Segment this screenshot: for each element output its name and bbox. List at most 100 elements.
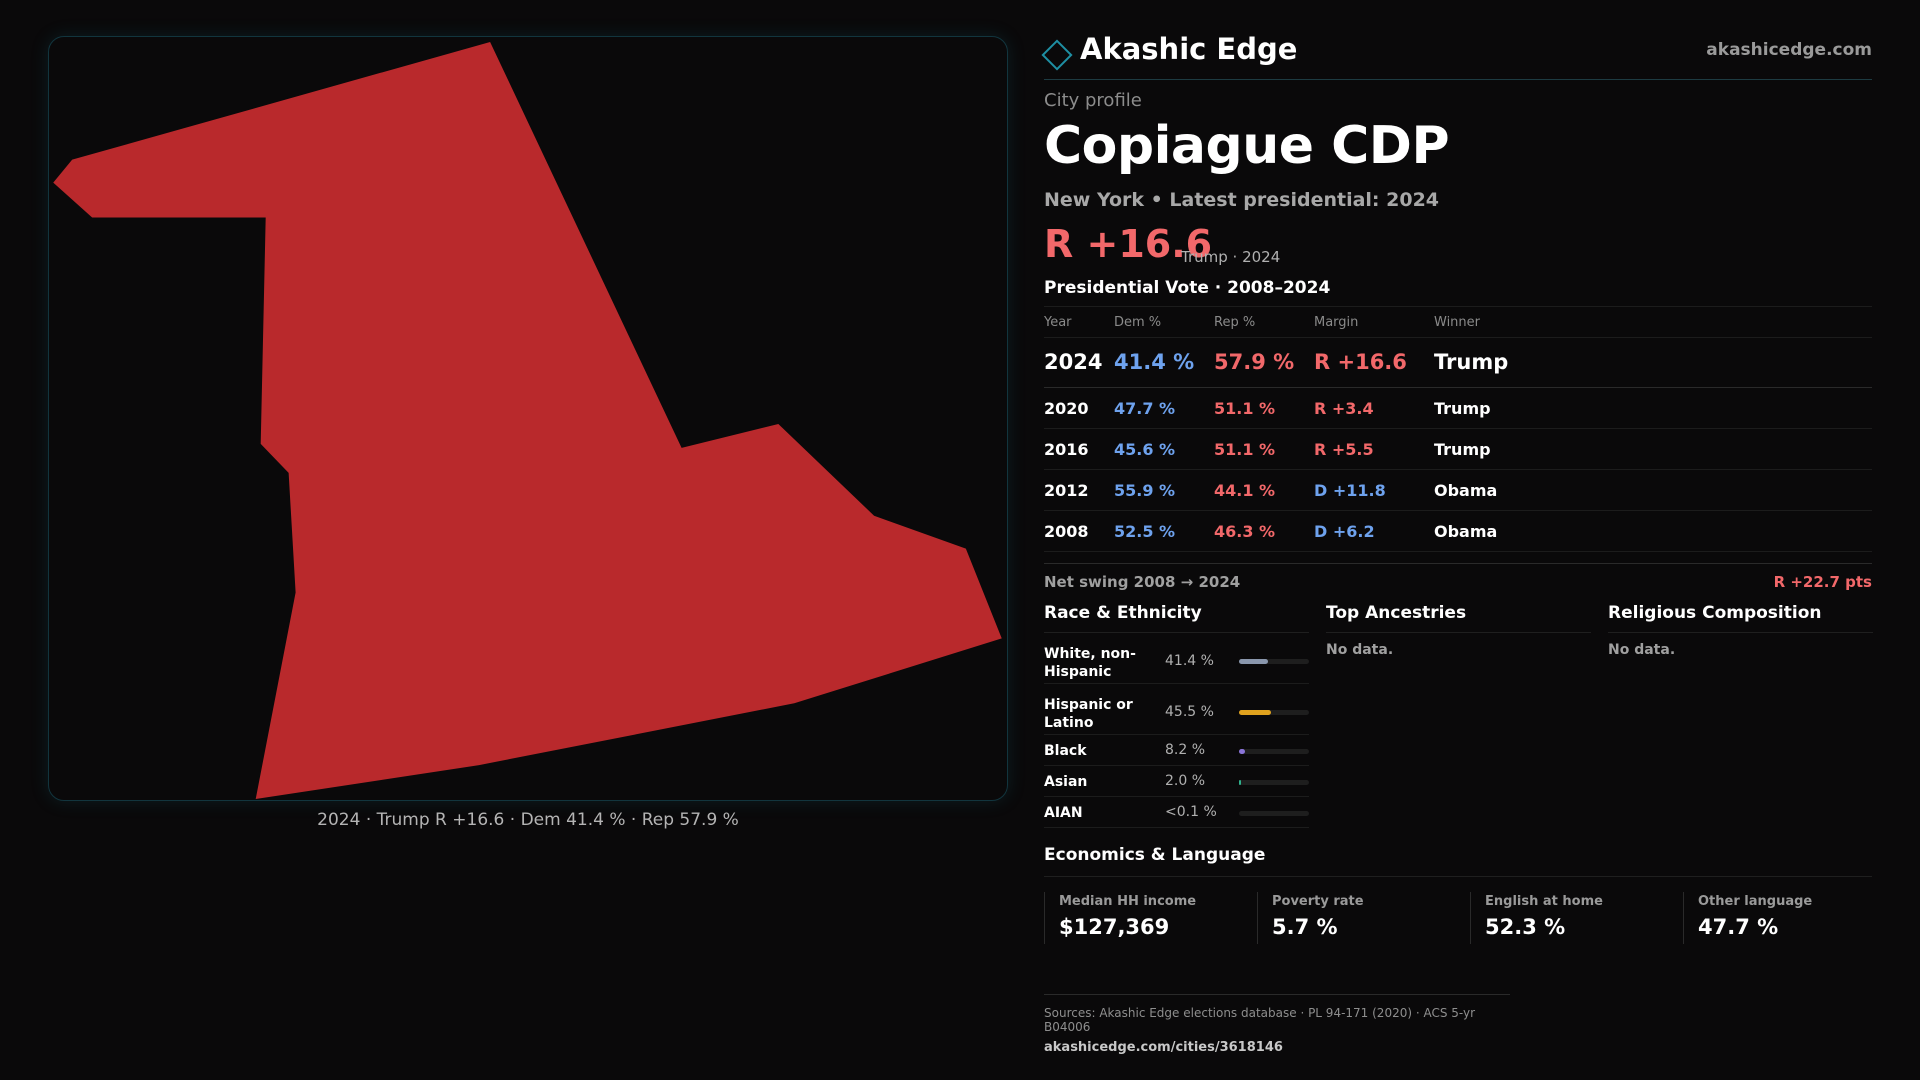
economics-cards: Median HH income $127,369 Poverty rate 5… bbox=[1044, 892, 1872, 944]
header-year: Year bbox=[1044, 315, 1072, 330]
race-label: Hispanic or Latino bbox=[1044, 697, 1133, 731]
header-winner: Winner bbox=[1434, 315, 1481, 330]
latest-margin: R +16.6 bbox=[1044, 222, 1213, 266]
religion-section-title: Religious Composition bbox=[1608, 603, 1873, 633]
row-rep: 44.1 % bbox=[1214, 481, 1276, 500]
profile-column: Akashic Edge akashicedge.com City profil… bbox=[1041, 0, 1873, 1080]
stat-value: 5.7 % bbox=[1272, 915, 1338, 939]
brand-header: Akashic Edge akashicedge.com bbox=[1041, 30, 1872, 80]
row-dem: 41.4 % bbox=[1114, 350, 1195, 374]
header-dem: Dem % bbox=[1114, 315, 1162, 330]
race-bar-fill bbox=[1239, 749, 1245, 754]
stat-card-other-language: Other language 47.7 % bbox=[1683, 892, 1883, 944]
stat-value: 52.3 % bbox=[1485, 915, 1566, 939]
row-margin: R +3.4 bbox=[1314, 399, 1374, 418]
row-margin: R +5.5 bbox=[1314, 440, 1374, 459]
sources-footer: Sources: Akashic Edge elections database… bbox=[1044, 994, 1510, 1055]
race-row: Asian 2.0 % bbox=[1044, 766, 1309, 797]
row-dem: 55.9 % bbox=[1114, 481, 1176, 500]
vote-table-header: Year Dem % Rep % Margin Winner bbox=[1044, 306, 1872, 338]
race-bar-fill bbox=[1239, 710, 1271, 715]
row-rep: 51.1 % bbox=[1214, 399, 1276, 418]
row-year: 2012 bbox=[1044, 481, 1089, 500]
sources-line: Sources: Akashic Edge elections database… bbox=[1044, 1006, 1476, 1034]
row-margin: R +16.6 bbox=[1314, 350, 1407, 374]
row-margin: D +11.8 bbox=[1314, 481, 1386, 500]
stat-label: Poverty rate bbox=[1272, 894, 1364, 909]
diamond-logo-icon bbox=[1041, 39, 1073, 71]
ancestries-section-title: Top Ancestries bbox=[1326, 603, 1591, 633]
row-dem: 47.7 % bbox=[1114, 399, 1176, 418]
header-rep: Rep % bbox=[1214, 315, 1256, 330]
table-row: 2008 52.5 % 46.3 % D +6.2 Obama bbox=[1044, 511, 1872, 552]
page-kicker: City profile bbox=[1044, 90, 1142, 111]
page-title: Copiague CDP bbox=[1044, 116, 1450, 176]
race-bar-track bbox=[1239, 780, 1309, 785]
table-row: 2024 41.4 % 57.9 % R +16.6 Trump bbox=[1044, 338, 1872, 388]
stat-value: $127,369 bbox=[1059, 915, 1170, 939]
table-row: 2012 55.9 % 44.1 % D +11.8 Obama bbox=[1044, 470, 1872, 511]
net-swing-label: Net swing 2008 → 2024 bbox=[1044, 573, 1241, 591]
row-winner: Obama bbox=[1434, 522, 1498, 541]
row-rep: 46.3 % bbox=[1214, 522, 1276, 541]
religion-empty: No data. bbox=[1608, 642, 1676, 658]
race-value: <0.1 % bbox=[1165, 804, 1217, 820]
table-row: 2016 45.6 % 51.1 % R +5.5 Trump bbox=[1044, 429, 1872, 470]
latest-margin-note: Trump · 2024 bbox=[1181, 248, 1281, 266]
row-winner: Trump bbox=[1434, 440, 1491, 459]
race-label: Black bbox=[1044, 743, 1087, 759]
race-row: AIAN <0.1 % bbox=[1044, 797, 1309, 828]
map-panel bbox=[48, 36, 1008, 801]
race-value: 8.2 % bbox=[1165, 742, 1206, 758]
net-swing-row: Net swing 2008 → 2024 R +22.7 pts bbox=[1044, 563, 1872, 595]
net-swing-value: R +22.7 pts bbox=[1773, 573, 1872, 591]
stat-card-income: Median HH income $127,369 bbox=[1044, 892, 1244, 944]
race-label: Asian bbox=[1044, 774, 1088, 790]
brand-url-link[interactable]: akashicedge.com bbox=[1706, 40, 1872, 60]
race-label: White, non-Hispanic bbox=[1044, 646, 1136, 680]
race-bar-track bbox=[1239, 659, 1309, 664]
race-value: 45.5 % bbox=[1165, 704, 1214, 720]
row-year: 2024 bbox=[1044, 350, 1103, 374]
race-bar-fill bbox=[1239, 659, 1268, 664]
race-label: AIAN bbox=[1044, 805, 1083, 821]
race-row: Hispanic or Latino 45.5 % bbox=[1044, 684, 1309, 735]
row-winner: Trump bbox=[1434, 399, 1491, 418]
race-row: Black 8.2 % bbox=[1044, 735, 1309, 766]
row-dem: 45.6 % bbox=[1114, 440, 1176, 459]
stat-label: Median HH income bbox=[1059, 894, 1197, 909]
race-section: Race & Ethnicity White, non-Hispanic 41.… bbox=[1044, 603, 1309, 828]
state-and-election: New York • Latest presidential: 2024 bbox=[1044, 189, 1440, 211]
vote-section-title: Presidential Vote · 2008–2024 bbox=[1044, 278, 1331, 298]
row-margin: D +6.2 bbox=[1314, 522, 1375, 541]
city-boundary-map bbox=[53, 41, 1002, 800]
economics-section-title: Economics & Language bbox=[1044, 845, 1872, 877]
race-section-title: Race & Ethnicity bbox=[1044, 603, 1309, 633]
religion-section: Religious Composition No data. bbox=[1608, 603, 1873, 658]
stat-value: 47.7 % bbox=[1698, 915, 1779, 939]
city-boundary-shape bbox=[53, 41, 1002, 800]
race-value: 2.0 % bbox=[1165, 773, 1206, 789]
ancestries-section: Top Ancestries No data. bbox=[1326, 603, 1591, 658]
row-year: 2020 bbox=[1044, 399, 1089, 418]
page-url-link[interactable]: akashicedge.com/cities/3618146 bbox=[1044, 1040, 1283, 1055]
stat-label: Other language bbox=[1698, 894, 1813, 909]
row-dem: 52.5 % bbox=[1114, 522, 1176, 541]
race-bar-track bbox=[1239, 749, 1309, 754]
race-bar-track bbox=[1239, 811, 1309, 816]
stat-card-poverty: Poverty rate 5.7 % bbox=[1257, 892, 1457, 944]
row-rep: 57.9 % bbox=[1214, 350, 1295, 374]
race-bar-track bbox=[1239, 710, 1309, 715]
vote-table: Year Dem % Rep % Margin Winner 2024 41.4… bbox=[1044, 306, 1872, 552]
race-row: White, non-Hispanic 41.4 % bbox=[1044, 633, 1309, 684]
map-caption: 2024 · Trump R +16.6 · Dem 41.4 % · Rep … bbox=[317, 810, 739, 830]
stat-card-english: English at home 52.3 % bbox=[1470, 892, 1670, 944]
row-year: 2016 bbox=[1044, 440, 1089, 459]
header-margin: Margin bbox=[1314, 315, 1359, 330]
stat-label: English at home bbox=[1485, 894, 1603, 909]
row-year: 2008 bbox=[1044, 522, 1089, 541]
brand-name: Akashic Edge bbox=[1080, 32, 1298, 66]
table-row: 2020 47.7 % 51.1 % R +3.4 Trump bbox=[1044, 388, 1872, 429]
row-winner: Trump bbox=[1434, 350, 1509, 374]
race-value: 41.4 % bbox=[1165, 653, 1214, 669]
